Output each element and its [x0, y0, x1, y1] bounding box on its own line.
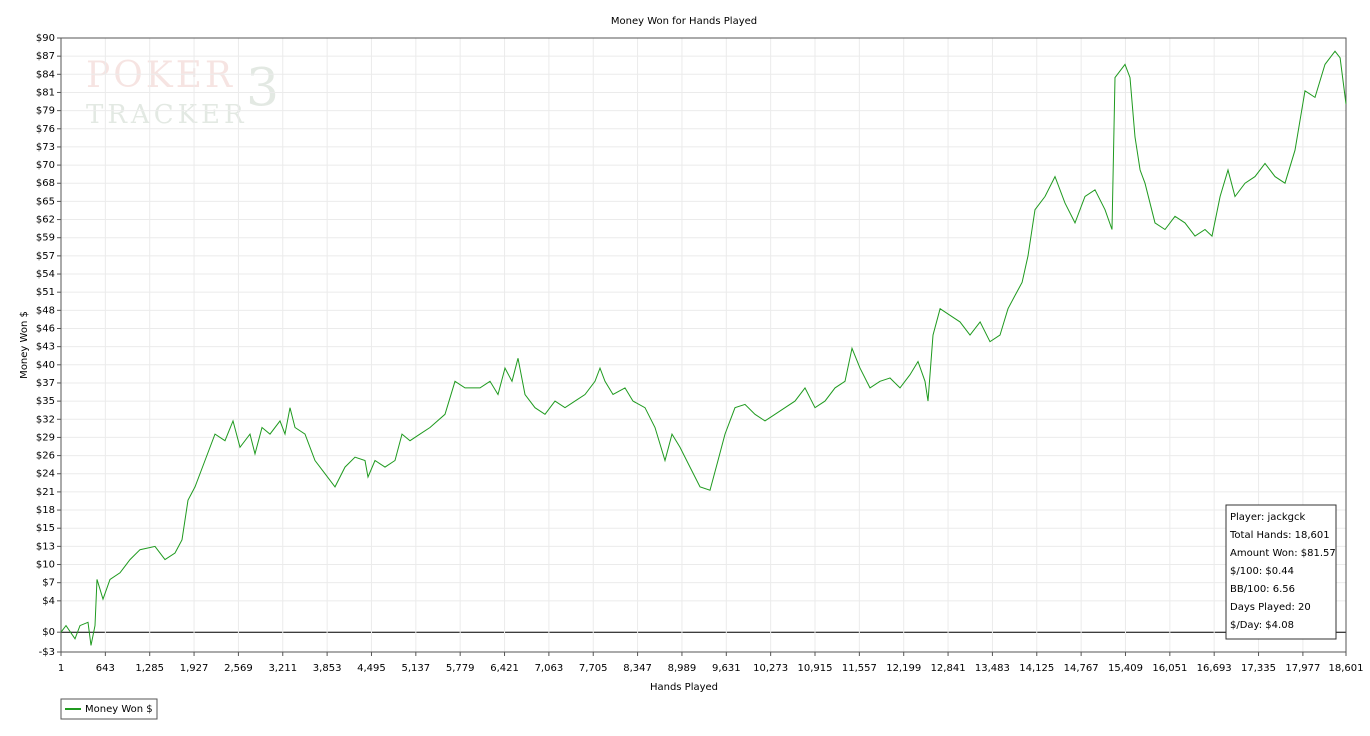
x-tick-label: 14,125 — [1019, 663, 1054, 674]
y-tick-label: $81 — [36, 87, 55, 98]
y-tick-label: $10 — [36, 560, 55, 571]
plot-border — [60, 37, 1347, 653]
x-tick-label: 10,915 — [798, 663, 833, 674]
x-tick-label: 3,211 — [268, 663, 297, 674]
legend: Money Won $ — [60, 698, 158, 720]
y-tick-label: $7 — [42, 578, 55, 589]
y-tick-label: $43 — [36, 342, 55, 353]
x-axis-label: Hands Played — [650, 682, 718, 693]
x-tick-label: 16,051 — [1152, 663, 1187, 674]
x-tick-label: 12,199 — [886, 663, 921, 674]
y-tick-label: $62 — [36, 215, 55, 226]
stats-line: $/100: $0.44 — [1230, 566, 1294, 577]
legend-label: Money Won $ — [85, 704, 153, 715]
x-tick-label: 4,495 — [357, 663, 386, 674]
x-tick-label: 18,601 — [1329, 663, 1364, 674]
y-tick-label: $57 — [36, 251, 55, 262]
watermark-word: TRACKER — [86, 100, 248, 130]
y-tick-label: $32 — [36, 414, 55, 425]
y-tick-label: $18 — [36, 505, 55, 516]
y-tick-label: $48 — [36, 305, 55, 316]
x-tick-label: 9,631 — [712, 663, 741, 674]
chart-title: Money Won for Hands Played — [611, 16, 757, 27]
y-tick-label: $73 — [36, 142, 55, 153]
x-tick-label: 2,569 — [224, 663, 253, 674]
x-tick-label: 16,693 — [1197, 663, 1232, 674]
x-tick-label: 5,137 — [402, 663, 431, 674]
stats-line: $/Day: $4.08 — [1230, 620, 1294, 631]
stats-frame — [1225, 504, 1337, 640]
x-tick-label: 1 — [58, 663, 64, 674]
stats-line: Days Played: 20 — [1230, 602, 1311, 613]
x-tick-label: 14,767 — [1064, 663, 1099, 674]
series-line — [60, 50, 1347, 646]
x-tick-label: 12,841 — [931, 663, 966, 674]
y-tick-label: $29 — [36, 432, 55, 443]
stats-line: Player: jackgck — [1230, 512, 1306, 523]
y-tick-label: $65 — [36, 196, 55, 207]
x-tick-label: 17,977 — [1285, 663, 1320, 674]
y-tick-label: $13 — [36, 541, 55, 552]
stats-line: Amount Won: $81.57 — [1230, 548, 1336, 559]
watermark-mark: 3 — [246, 59, 279, 119]
y-tick-label: $35 — [36, 396, 55, 407]
x-tick-label: 1,285 — [135, 663, 164, 674]
y-tick-label: $0 — [42, 627, 55, 638]
y-tick-label: $68 — [36, 178, 55, 189]
y-tick-label: $84 — [36, 69, 55, 80]
y-tick-label: $4 — [42, 596, 55, 607]
x-tick-label: 17,335 — [1241, 663, 1276, 674]
y-tick-label: $46 — [36, 323, 55, 334]
y-tick-label: $70 — [36, 160, 55, 171]
x-tick-label: 7,063 — [535, 663, 564, 674]
x-tick-label: 10,273 — [753, 663, 788, 674]
y-tick-label: $51 — [36, 287, 55, 298]
x-tick-label: 15,409 — [1108, 663, 1143, 674]
stats-line: Total Hands: 18,601 — [1229, 530, 1330, 541]
y-tick-label: $24 — [36, 469, 55, 480]
watermark-word: POKER — [86, 55, 235, 96]
y-tick-label: $40 — [36, 360, 55, 371]
y-axis-label: Money Won $ — [19, 311, 30, 379]
x-tick-label: 7,705 — [579, 663, 608, 674]
y-tick-label: $59 — [36, 233, 55, 244]
stats-line: BB/100: 6.56 — [1230, 584, 1295, 595]
x-tick-label: 643 — [96, 663, 115, 674]
y-tick-label: $37 — [36, 378, 55, 389]
x-tick-label: 1,927 — [180, 663, 209, 674]
x-tick-label: 8,989 — [668, 663, 697, 674]
x-tick-label: 13,483 — [975, 663, 1010, 674]
x-tick-label: 11,557 — [842, 663, 877, 674]
y-tick-label: $87 — [36, 51, 55, 62]
y-tick-label: -$3 — [39, 647, 55, 658]
y-tick-label: $76 — [36, 124, 55, 135]
x-tick-label: 8,347 — [623, 663, 652, 674]
y-tick-label: $90 — [36, 33, 55, 44]
y-tick-label: $54 — [36, 269, 55, 280]
legend-frame — [60, 698, 158, 720]
y-tick-label: $79 — [36, 106, 55, 117]
y-tick-label: $15 — [36, 523, 55, 534]
x-tick-label: 3,853 — [313, 663, 342, 674]
x-tick-label: 5,779 — [446, 663, 475, 674]
x-tick-label: 6,421 — [490, 663, 519, 674]
y-tick-label: $26 — [36, 451, 55, 462]
stats-box: Player: jackgck Total Hands: 18,601 Amount… — [1225, 504, 1337, 640]
y-tick-label: $21 — [36, 487, 55, 498]
